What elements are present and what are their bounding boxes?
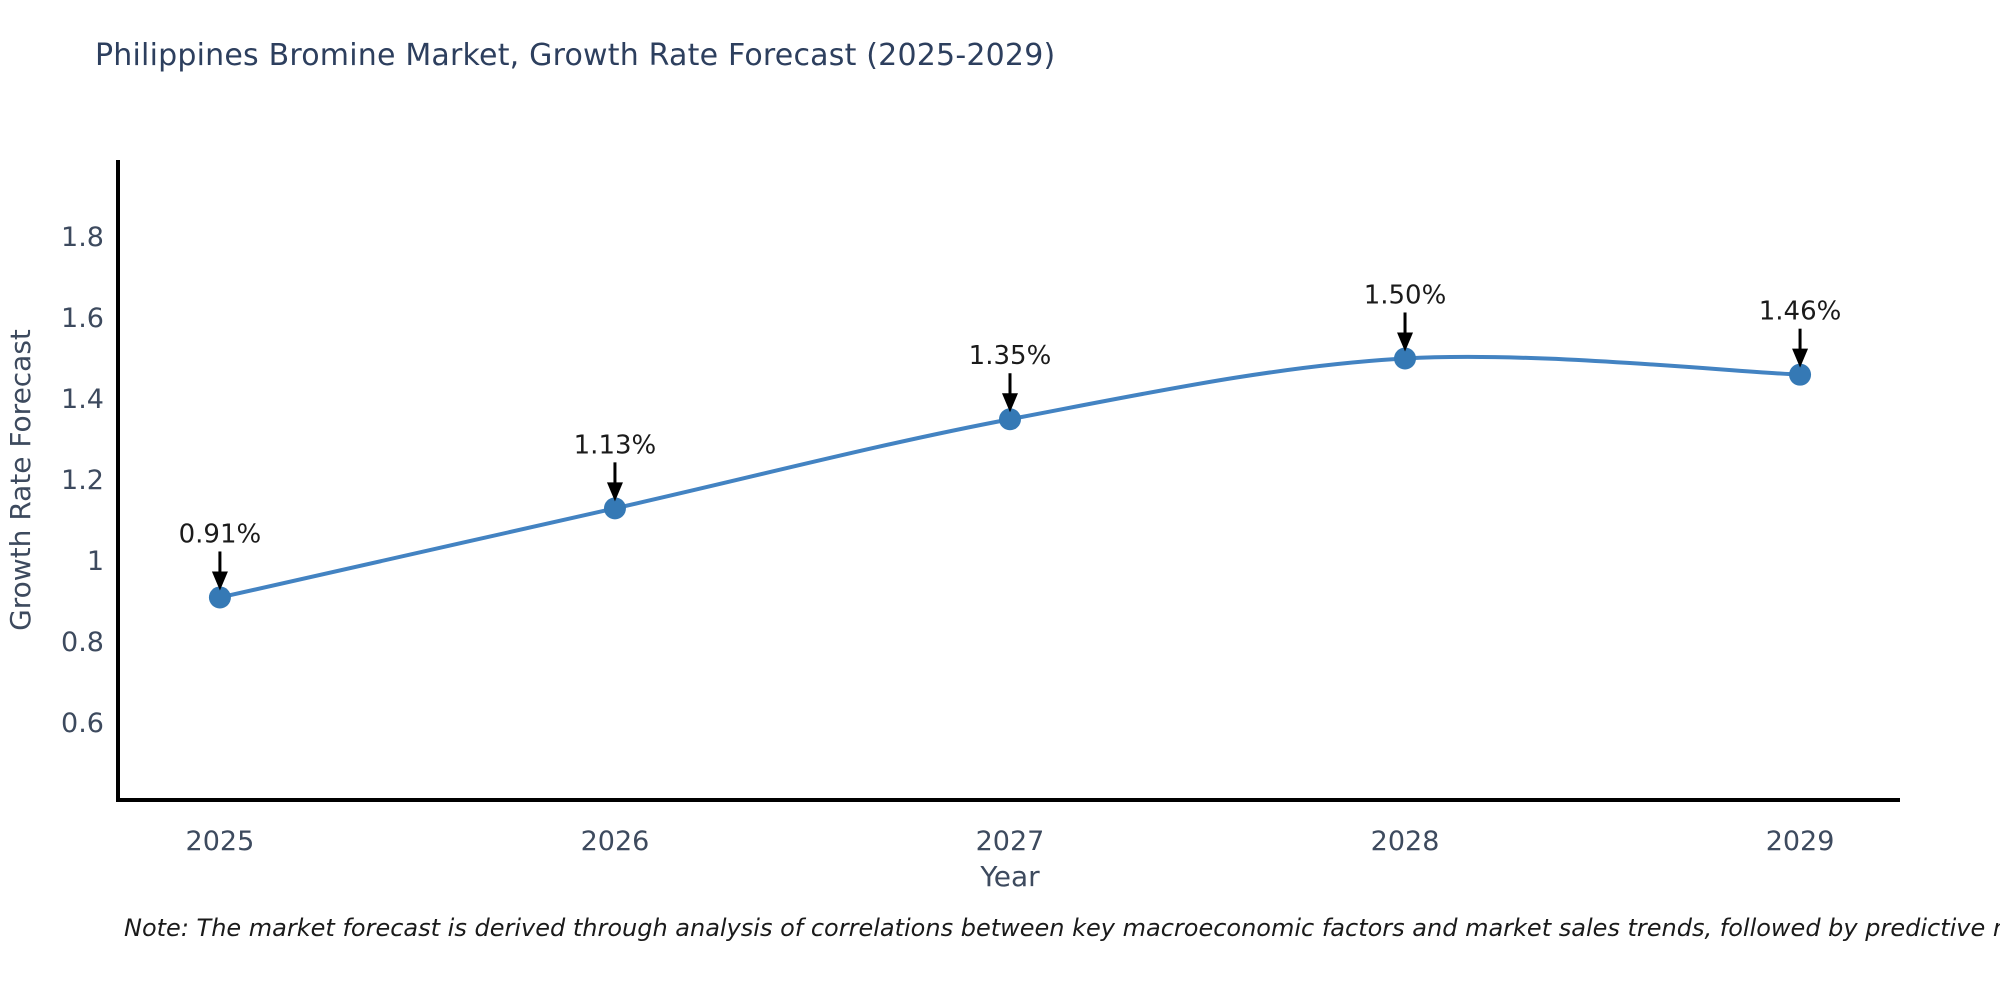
annotation-arrowhead bbox=[1397, 332, 1414, 352]
x-tick-label: 2025 bbox=[186, 826, 255, 857]
y-tick-label: 1.2 bbox=[61, 465, 104, 496]
y-axis-title: Growth Rate Forecast bbox=[4, 329, 37, 631]
x-tick-label: 2026 bbox=[581, 826, 650, 857]
annotation-arrowhead bbox=[1001, 393, 1018, 413]
annotation-arrowhead bbox=[1792, 348, 1809, 368]
y-tick-label: 1 bbox=[87, 546, 104, 577]
y-tick-label: 1.6 bbox=[61, 303, 104, 334]
x-axis-title: Year bbox=[979, 860, 1040, 893]
y-tick-label: 0.6 bbox=[61, 708, 104, 739]
x-tick-label: 2028 bbox=[1371, 826, 1440, 857]
data-point-2027 bbox=[998, 408, 1021, 431]
annotation-arrowhead bbox=[606, 482, 623, 502]
data-point-2029 bbox=[1789, 363, 1812, 386]
data-point-2025 bbox=[208, 586, 231, 609]
x-tick-label: 2029 bbox=[1766, 826, 1835, 857]
y-tick-label: 1.8 bbox=[61, 222, 104, 253]
annotation-label: 1.13% bbox=[574, 430, 657, 460]
annotation-label: 1.50% bbox=[1364, 280, 1447, 310]
y-tick-label: 0.8 bbox=[61, 627, 104, 658]
methodology-note: Note: The market forecast is derived thr… bbox=[124, 914, 2000, 942]
data-point-2028 bbox=[1394, 347, 1417, 370]
annotation-label: 0.91% bbox=[179, 519, 262, 549]
chart-title: Philippines Bromine Market, Growth Rate … bbox=[95, 38, 1056, 73]
annotation-label: 1.46% bbox=[1759, 297, 1842, 327]
annotation-label: 1.35% bbox=[969, 341, 1052, 371]
annotation-arrowhead bbox=[211, 571, 228, 591]
x-tick-label: 2027 bbox=[976, 826, 1045, 857]
y-tick-label: 1.4 bbox=[61, 384, 104, 415]
data-point-2026 bbox=[603, 497, 626, 520]
